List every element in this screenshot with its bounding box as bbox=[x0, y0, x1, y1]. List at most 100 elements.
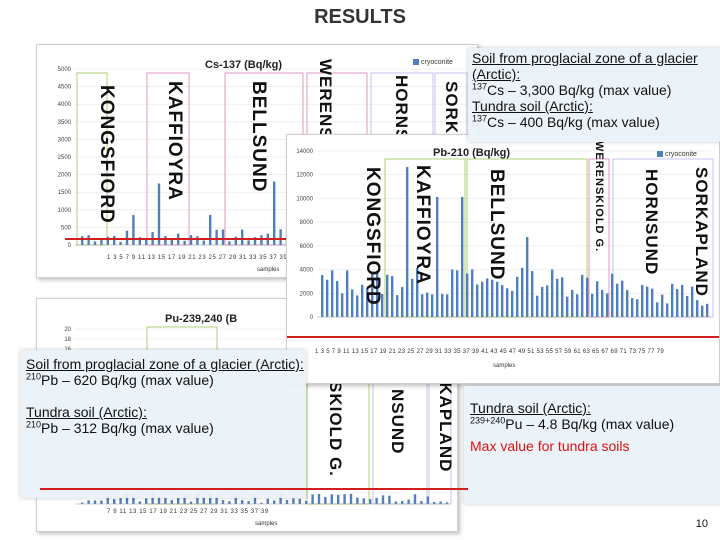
pu239-bar bbox=[298, 498, 301, 504]
pb210-bar bbox=[506, 288, 509, 317]
pu239-bar bbox=[247, 501, 250, 504]
region-label-kongsfiord: KONGSFIORD bbox=[362, 167, 383, 306]
cs137-bar bbox=[279, 229, 282, 245]
y-tick-label: 18 bbox=[64, 337, 71, 343]
pu239-chart-title: Pu-239,240 (B bbox=[165, 313, 238, 325]
pb210-bar bbox=[351, 289, 354, 317]
pu239-xlabel: samples bbox=[255, 521, 278, 527]
pu239-bar bbox=[221, 500, 225, 504]
pu239-bar bbox=[183, 494, 186, 504]
region-label-horns: HORNS bbox=[392, 75, 411, 142]
pb-panel-heading: Soil from proglacial zone of a glacier (… bbox=[26, 356, 304, 372]
pb210-chart: 0 2000 4000 6000 8000 10000 12000 14000 Pb-210 … bbox=[286, 134, 720, 384]
pb210-bar bbox=[411, 278, 414, 317]
cs137-legend-label: cryoconite bbox=[421, 59, 453, 66]
pu239-bar bbox=[362, 498, 365, 504]
y-tick-label: 14000 bbox=[296, 149, 313, 155]
pu239-bar bbox=[228, 501, 231, 504]
pb210-bar bbox=[456, 270, 459, 317]
cs137-bar bbox=[93, 241, 97, 245]
pu239-bar bbox=[125, 493, 129, 504]
y-tick-label: 3000 bbox=[58, 137, 72, 143]
cs137-bar bbox=[81, 236, 84, 245]
cs137-bar bbox=[145, 239, 148, 245]
cs137-bar bbox=[228, 241, 231, 245]
region-label-sorkapland: SORKAPLAND bbox=[692, 167, 711, 297]
y-tick-label: 10000 bbox=[296, 196, 313, 202]
pu239-bar bbox=[253, 494, 257, 504]
pu239-bar bbox=[273, 500, 276, 504]
cs137-bar bbox=[113, 235, 116, 245]
cs137-bar bbox=[132, 215, 135, 245]
pu239-bar bbox=[100, 500, 103, 504]
region-label-rkapland: RKAPLAND bbox=[436, 369, 455, 473]
y-tick-label: 5000 bbox=[58, 67, 72, 73]
pb210-bar bbox=[336, 280, 339, 317]
y-tick-label: 20 bbox=[64, 327, 71, 333]
pb210-bar bbox=[616, 283, 619, 317]
pb210-bar bbox=[701, 305, 704, 317]
pu239-bar bbox=[113, 499, 116, 504]
cs137-bar bbox=[189, 235, 193, 245]
pb210-bar bbox=[691, 286, 694, 317]
pb210-bar bbox=[431, 294, 434, 317]
pu239-xticks: 7 9 11 13 15 17 19 21 23 25 27 29 31 33 … bbox=[107, 509, 269, 515]
cs137-legend: cryoconite bbox=[413, 59, 453, 66]
pb210-bar bbox=[546, 285, 549, 317]
pb210-bar bbox=[531, 271, 534, 317]
pu-results-panel: Tundra soil (Arctic): 239+240Pu – 4.8 Bq… bbox=[464, 386, 720, 504]
pu239-bar bbox=[292, 498, 295, 504]
pb210-legend: cryoconite bbox=[657, 151, 697, 158]
pb210-bar bbox=[416, 267, 419, 317]
pb210-bar bbox=[571, 289, 574, 317]
y-tick-label: 4000 bbox=[58, 102, 72, 108]
cs137-bar bbox=[100, 239, 103, 245]
region-label-bellsund: BELLSUND bbox=[248, 81, 269, 193]
cs137-bar bbox=[119, 241, 122, 245]
pu239-bar bbox=[433, 502, 436, 504]
pu239-bar bbox=[196, 493, 199, 504]
pb210-bar bbox=[606, 293, 609, 317]
pu239-bar bbox=[170, 500, 173, 504]
pu239-bar bbox=[164, 496, 167, 504]
pb210-bar bbox=[471, 269, 474, 317]
region-label-kaffioyra: KAFFIOYRA bbox=[164, 81, 185, 201]
pb210-bar bbox=[686, 295, 689, 317]
pb210-bar bbox=[586, 277, 589, 317]
pu239-bar bbox=[81, 502, 84, 504]
y-tick-label: 4000 bbox=[300, 268, 314, 274]
pu-panel-heading: Tundra soil (Arctic): bbox=[470, 400, 591, 416]
cs137-bar bbox=[164, 236, 167, 245]
pb210-chart-title: Pb-210 (Bq/kg) bbox=[433, 147, 511, 159]
pu239-bar bbox=[426, 496, 429, 504]
pb210-bar bbox=[481, 281, 484, 317]
cs-results-panel: Soil from proglacial zone of a glacier (… bbox=[468, 48, 720, 142]
cs137-bar bbox=[183, 240, 186, 245]
pb210-bar bbox=[451, 269, 454, 317]
pb210-bar bbox=[626, 290, 629, 317]
pu239-bar bbox=[407, 499, 410, 504]
pb210-bar bbox=[656, 302, 659, 317]
y-tick-label: 3500 bbox=[58, 120, 72, 126]
pu239-bar bbox=[177, 498, 180, 504]
pu239-bar bbox=[388, 495, 391, 504]
pb210-bar bbox=[386, 274, 389, 317]
y-tick-label: 2000 bbox=[300, 291, 314, 297]
pb210-bar bbox=[666, 303, 669, 317]
cs137-bar bbox=[170, 239, 173, 245]
pb210-xticks: 1 3 5 7 9 11 13 15 17 19 21 23 25 27 29 … bbox=[315, 349, 665, 355]
pb210-bar bbox=[671, 283, 674, 317]
y-tick-label: 2500 bbox=[58, 155, 72, 161]
pu239-bar bbox=[106, 496, 109, 504]
pb210-bar bbox=[426, 292, 429, 317]
cs-panel-heading: Soil from proglacial zone of a glacier (… bbox=[472, 50, 698, 82]
pu239-bar bbox=[324, 496, 327, 504]
pb210-bar bbox=[651, 288, 654, 317]
pb210-xlabel: samples bbox=[493, 363, 516, 369]
pb210-bar bbox=[441, 293, 444, 317]
pb210-bar bbox=[676, 289, 679, 317]
cs137-bar bbox=[221, 229, 225, 245]
pb-panel-value: 210Pb – 620 Bq/kg (max value) bbox=[26, 371, 214, 388]
cs137-chart-title: Cs-137 (Bq/kg) bbox=[205, 59, 283, 71]
pb210-bar bbox=[436, 197, 439, 317]
